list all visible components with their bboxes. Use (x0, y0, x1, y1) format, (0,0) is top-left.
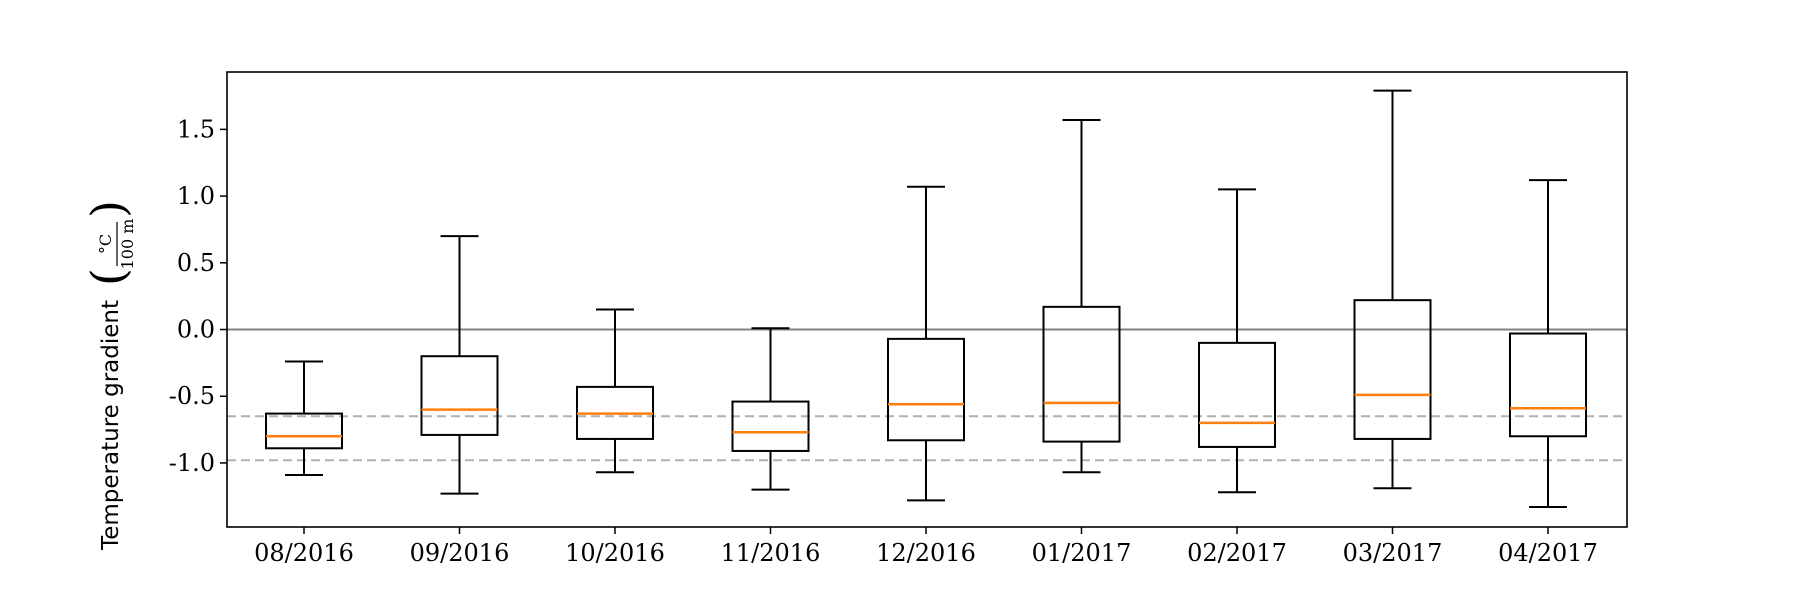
y-axis-title-group: Temperature gradient ( °C 100 m ) (81, 200, 137, 551)
iqr-box (887, 337, 965, 442)
x-tick-label: 12/2016 (876, 539, 976, 567)
y-tick-label: 1.0 (177, 182, 215, 210)
box-01-2017 (1042, 119, 1121, 474)
box-08-2016 (265, 360, 343, 476)
x-tick-label: 04/2017 (1498, 539, 1598, 567)
y-tick-label: 0.0 (177, 316, 215, 344)
x-axis: 08/2016 09/2016 10/2016 11/2016 12/2016 01/20… (254, 527, 1598, 567)
box-11-2016 (731, 327, 810, 491)
y-tick-label: -0.5 (169, 382, 215, 410)
box-09-2016 (420, 235, 499, 495)
box-04-2017 (1509, 179, 1587, 508)
x-tick-label: 09/2016 (410, 539, 510, 567)
box-02-2017 (1198, 188, 1276, 494)
unit-numerator: °C (96, 234, 115, 254)
box-10-2016 (576, 308, 654, 474)
iqr-box (1198, 341, 1276, 448)
x-tick-label: 01/2017 (1032, 539, 1132, 567)
x-tick-label: 02/2017 (1187, 539, 1287, 567)
x-tick-label: 03/2017 (1343, 539, 1443, 567)
iqr-box (265, 412, 343, 450)
iqr-box (420, 355, 499, 436)
plot-frame (226, 71, 1628, 528)
y-axis: -1.0 -0.5 0.0 0.5 1.0 1.5 (169, 115, 227, 477)
iqr-box (1042, 305, 1121, 443)
unit-right-paren: ) (81, 200, 135, 218)
unit-denominator: 100 m (118, 219, 137, 270)
unit-left-paren: ( (81, 268, 135, 286)
iqr-box (1509, 332, 1587, 438)
y-tick-label: -1.0 (169, 449, 215, 477)
iqr-box (1353, 299, 1432, 440)
y-tick-label: 0.5 (177, 249, 215, 277)
x-tick-label: 11/2016 (721, 539, 821, 567)
x-tick-label: 10/2016 (565, 539, 665, 567)
boxes (265, 89, 1587, 508)
box-03-2017 (1353, 89, 1432, 490)
iqr-box (731, 400, 810, 452)
x-tick-label: 08/2016 (254, 539, 354, 567)
y-axis-label: Temperature gradient (98, 300, 124, 551)
box-12-2016 (887, 185, 965, 502)
y-tick-label: 1.5 (177, 115, 215, 143)
